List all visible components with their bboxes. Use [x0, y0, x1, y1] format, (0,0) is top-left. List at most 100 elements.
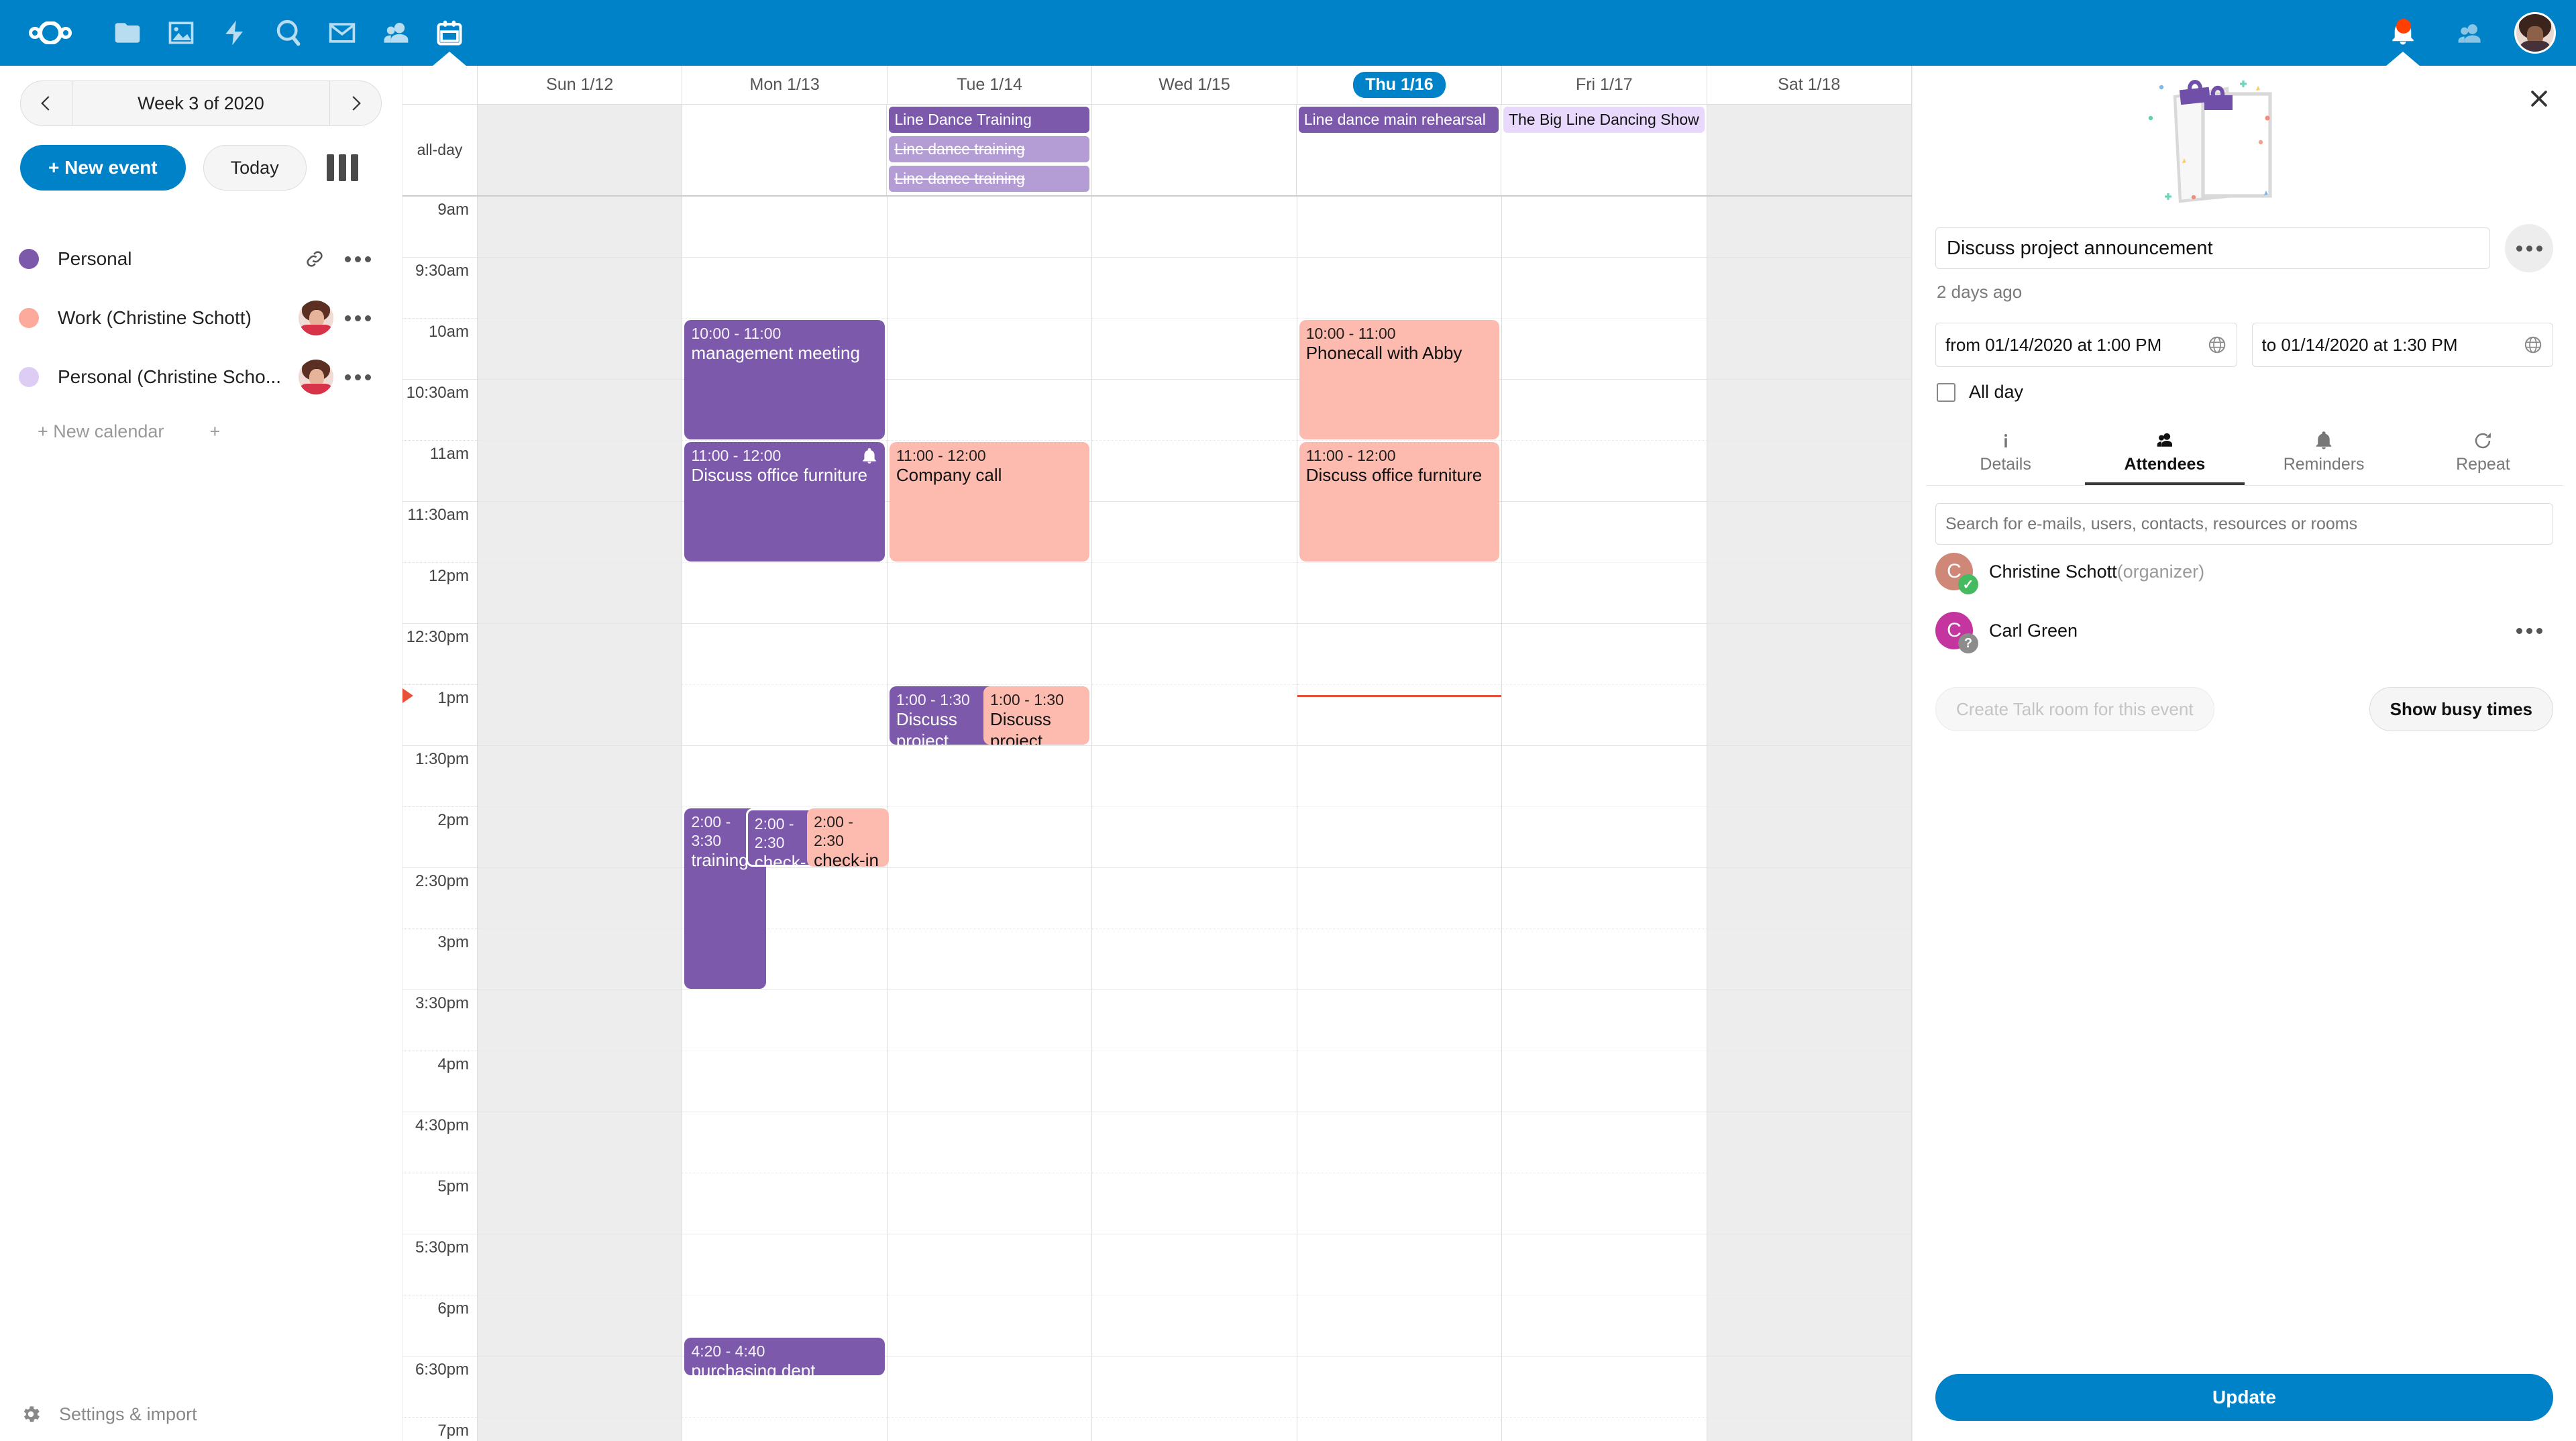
all-day-checkbox-label[interactable]: All day: [1969, 382, 2024, 402]
day-header-fri[interactable]: Fri 1/17: [1502, 66, 1707, 104]
tab-details[interactable]: Details: [1926, 425, 2085, 485]
time-label: 2pm: [437, 811, 469, 830]
all-day-cell-thu[interactable]: Line dance main rehearsal: [1297, 105, 1501, 196]
grid-line: [887, 929, 1092, 991]
all-day-event[interactable]: Line dance main rehearsal: [1298, 107, 1499, 134]
today-button[interactable]: Today: [203, 145, 307, 191]
share-link-icon[interactable]: [296, 249, 333, 269]
calendar-event[interactable]: 11:00 - 12:00 Discuss office furniture: [1299, 442, 1500, 562]
week-label[interactable]: Week 3 of 2020: [72, 81, 330, 125]
time-label-slot: 2pm: [402, 807, 477, 869]
calendar-event[interactable]: 10:00 - 11:00 Phonecall with Abby: [1299, 320, 1500, 440]
calendar-options-button[interactable]: [333, 353, 382, 401]
attendee-row[interactable]: C ✓ Christine Schott(organizer): [1913, 545, 2576, 598]
plus-icon[interactable]: +: [209, 421, 221, 441]
attendee-search-input[interactable]: [1935, 503, 2553, 545]
day-column-wed[interactable]: [1092, 197, 1297, 1441]
time-label-slot: 3:30pm: [402, 990, 477, 1052]
tab-label: Repeat: [2456, 455, 2510, 474]
grid-line: [682, 685, 887, 747]
calendar-event[interactable]: 10:00 - 11:00 management meeting: [684, 320, 885, 440]
event-title: Phonecall with Abby: [1305, 343, 1462, 364]
tab-repeat[interactable]: Repeat: [2404, 425, 2563, 485]
attendee-display-name: Carl Green: [1989, 620, 2078, 641]
calendar-event[interactable]: 11:00 - 12:00 Company call: [889, 442, 1090, 562]
notifications-bell-icon[interactable]: [2369, 0, 2436, 66]
photos-icon[interactable]: [154, 0, 208, 66]
day-column-thu[interactable]: 10:00 - 11:00 Phonecall with Abby 11:00 - …: [1297, 197, 1503, 1441]
calendar-options-button[interactable]: [333, 294, 382, 342]
mail-icon[interactable]: [315, 0, 369, 66]
event-title-input[interactable]: [1935, 227, 2490, 269]
event-options-button[interactable]: [2505, 224, 2553, 272]
contacts-icon[interactable]: [369, 0, 423, 66]
new-event-button[interactable]: + New event: [20, 145, 186, 191]
create-talk-room-button[interactable]: Create Talk room for this event: [1935, 687, 2214, 731]
attendee-row[interactable]: C ? Carl Green: [1913, 598, 2576, 663]
all-day-event[interactable]: Line dance training: [889, 136, 1089, 163]
calendar-icon[interactable]: [423, 0, 476, 66]
show-busy-times-button[interactable]: Show busy times: [2369, 687, 2553, 731]
files-icon[interactable]: [101, 0, 154, 66]
day-column-sun[interactable]: [478, 197, 683, 1441]
previous-week-button[interactable]: [21, 81, 72, 125]
tab-reminders[interactable]: Reminders: [2245, 425, 2404, 485]
calendar-event[interactable]: 11:00 - 12:00 Discuss office furniture: [684, 442, 885, 562]
settings-and-import-button[interactable]: Settings & import: [0, 1403, 197, 1425]
calendar-list-item[interactable]: Personal: [0, 229, 402, 288]
user-avatar[interactable]: [2514, 12, 2556, 54]
day-header-mon[interactable]: Mon 1/13: [682, 66, 888, 104]
day-column-sat[interactable]: [1707, 197, 1912, 1441]
day-label: Tue 1/14: [957, 75, 1022, 94]
all-day-cell-sat[interactable]: [1707, 105, 1912, 196]
calendar-color-dot[interactable]: [19, 367, 39, 387]
attendee-options-button[interactable]: [2505, 606, 2553, 655]
new-calendar-button[interactable]: + New calendar +: [0, 407, 402, 456]
all-day-cell-mon[interactable]: [682, 105, 888, 196]
calendar-options-button[interactable]: [333, 235, 382, 283]
nextcloud-logo[interactable]: [0, 21, 101, 44]
day-column-tue[interactable]: 11:00 - 12:00 Company call 1:00 - 1:30 Disc…: [887, 197, 1093, 1441]
next-week-button[interactable]: [330, 81, 381, 125]
tab-attendees[interactable]: Attendees: [2085, 425, 2245, 485]
grid-line: [478, 746, 682, 808]
event-start-date-field[interactable]: from 01/14/2020 at 1:00 PM: [1935, 323, 2237, 367]
time-label: 5:30pm: [415, 1238, 469, 1257]
calendar-color-dot[interactable]: [19, 308, 39, 328]
day-header-tue[interactable]: Tue 1/14: [888, 66, 1093, 104]
avatar: C ?: [1935, 612, 1978, 653]
all-day-event[interactable]: The Big Line Dancing Show: [1503, 107, 1705, 134]
all-day-event[interactable]: Line Dance Training: [889, 107, 1089, 134]
day-column-fri[interactable]: [1502, 197, 1707, 1441]
calendar-color-dot[interactable]: [19, 249, 39, 269]
update-button[interactable]: Update: [1935, 1374, 2553, 1421]
day-header-sun[interactable]: Sun 1/12: [478, 66, 683, 104]
day-column-mon[interactable]: 10:00 - 11:00 management meeting 11:00 - 1…: [682, 197, 889, 1441]
day-header-thu-today[interactable]: Thu 1/16: [1297, 66, 1503, 104]
all-day-cell-tue[interactable]: Line Dance Training Line dance training …: [887, 105, 1092, 196]
all-day-cell-sun[interactable]: [478, 105, 683, 196]
event-end-date-field[interactable]: to 01/14/2020 at 1:30 PM: [2251, 323, 2553, 367]
all-day-event[interactable]: Line dance training: [889, 166, 1089, 193]
time-grid-scroll[interactable]: 9am 9:30am 10am 10:30am 11am 11:30am 12pm 12:30…: [402, 197, 1912, 1441]
search-icon[interactable]: [262, 0, 315, 66]
event-title: management meeting: [691, 343, 860, 364]
close-icon[interactable]: [2521, 81, 2557, 117]
event-title: The Big Line Dancing Show: [1508, 111, 1699, 128]
calendar-list-item[interactable]: Personal (Christine Scho...: [0, 348, 402, 407]
all-day-cell-fri[interactable]: The Big Line Dancing Show: [1501, 105, 1707, 196]
all-day-cell-wed[interactable]: [1092, 105, 1297, 196]
all-day-checkbox[interactable]: [1937, 382, 1955, 402]
contacts-menu-icon[interactable]: [2436, 0, 2504, 66]
calendar-list-item[interactable]: Work (Christine Schott): [0, 288, 402, 348]
day-header-wed[interactable]: Wed 1/15: [1092, 66, 1297, 104]
activity-icon[interactable]: [208, 0, 262, 66]
grid-line: [1707, 624, 1911, 686]
grid-line: [1092, 1295, 1297, 1357]
calendar-event[interactable]: 4:20 - 4:40 purchasing dept: [684, 1337, 885, 1376]
view-mode-toggle-icon[interactable]: [326, 154, 358, 181]
day-header-sat[interactable]: Sat 1/18: [1707, 66, 1912, 104]
